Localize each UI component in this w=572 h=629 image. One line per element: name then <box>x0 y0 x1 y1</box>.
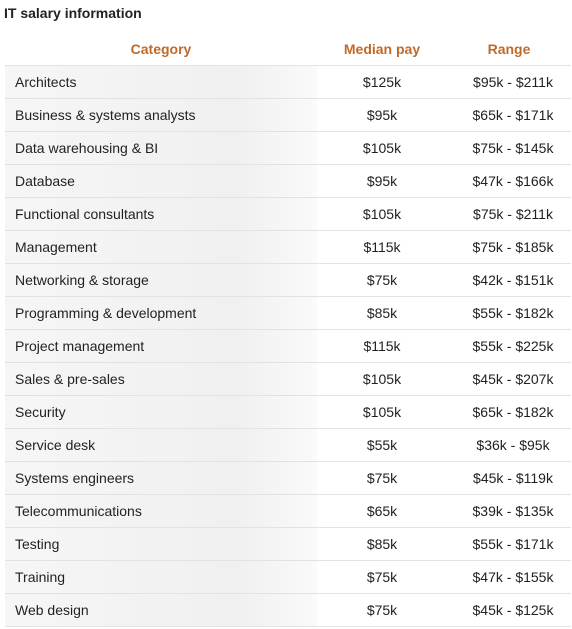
cell-median-pay: $75k <box>317 461 447 495</box>
cell-median-pay: $75k <box>317 593 447 627</box>
cell-median-pay: $105k <box>317 362 447 396</box>
cell-median-pay: $75k <box>317 560 447 594</box>
cell-median-pay: $105k <box>317 131 447 165</box>
cell-range: $75k - $211k <box>447 197 571 231</box>
cell-category: Database <box>5 164 317 198</box>
cell-range: $55k - $225k <box>447 329 571 363</box>
table-row: Telecommunications $65k $39k - $135k <box>5 494 571 528</box>
cell-range: $39k - $135k <box>447 494 571 528</box>
cell-median-pay: $85k <box>317 527 447 561</box>
table-row: Networking & storage $75k $42k - $151k <box>5 263 571 297</box>
table-row: Database $95k $47k - $166k <box>5 164 571 198</box>
cell-median-pay: $105k <box>317 395 447 429</box>
table-row: Management $115k $75k - $185k <box>5 230 571 264</box>
table-row: Functional consultants $105k $75k - $211… <box>5 197 571 231</box>
cell-median-pay: $85k <box>317 296 447 330</box>
column-header-range: Range <box>447 33 571 66</box>
cell-category: Service desk <box>5 428 317 462</box>
cell-range: $47k - $166k <box>447 164 571 198</box>
table-row: Architects $125k $95k - $211k <box>5 65 571 99</box>
cell-category: Systems engineers <box>5 461 317 495</box>
cell-median-pay: $95k <box>317 164 447 198</box>
cell-median-pay: $105k <box>317 197 447 231</box>
table-body: Architects $125k $95k - $211k Business &… <box>5 65 571 627</box>
cell-median-pay: $65k <box>317 494 447 528</box>
cell-range: $47k - $155k <box>447 560 571 594</box>
cell-range: $45k - $207k <box>447 362 571 396</box>
column-header-median-pay: Median pay <box>317 33 447 66</box>
table-row: Business & systems analysts $95k $65k - … <box>5 98 571 132</box>
cell-category: Programming & development <box>5 296 317 330</box>
table-row: Data warehousing & BI $105k $75k - $145k <box>5 131 571 165</box>
table-row: Programming & development $85k $55k - $1… <box>5 296 571 330</box>
cell-range: $45k - $119k <box>447 461 571 495</box>
cell-category: Functional consultants <box>5 197 317 231</box>
cell-category: Data warehousing & BI <box>5 131 317 165</box>
cell-range: $65k - $182k <box>447 395 571 429</box>
header-row: Category Median pay Range <box>5 33 571 66</box>
table-row: Security $105k $65k - $182k <box>5 395 571 429</box>
cell-category: Management <box>5 230 317 264</box>
cell-range: $55k - $171k <box>447 527 571 561</box>
cell-range: $42k - $151k <box>447 263 571 297</box>
table-row: Service desk $55k $36k - $95k <box>5 428 571 462</box>
cell-category: Testing <box>5 527 317 561</box>
table-row: Web design $75k $45k - $125k <box>5 593 571 627</box>
table-title: IT salary information <box>4 5 142 21</box>
cell-median-pay: $75k <box>317 263 447 297</box>
cell-median-pay: $95k <box>317 98 447 132</box>
cell-category: Security <box>5 395 317 429</box>
cell-category: Telecommunications <box>5 494 317 528</box>
cell-median-pay: $115k <box>317 230 447 264</box>
cell-category: Sales & pre-sales <box>5 362 317 396</box>
cell-category: Business & systems analysts <box>5 98 317 132</box>
table-row: Systems engineers $75k $45k - $119k <box>5 461 571 495</box>
cell-category: Architects <box>5 65 317 99</box>
table-row: Sales & pre-sales $105k $45k - $207k <box>5 362 571 396</box>
table-row: Testing $85k $55k - $171k <box>5 527 571 561</box>
cell-category: Project management <box>5 329 317 363</box>
cell-range: $55k - $182k <box>447 296 571 330</box>
cell-median-pay: $125k <box>317 65 447 99</box>
cell-range: $65k - $171k <box>447 98 571 132</box>
cell-range: $75k - $185k <box>447 230 571 264</box>
cell-category: Training <box>5 560 317 594</box>
cell-median-pay: $115k <box>317 329 447 363</box>
cell-category: Web design <box>5 593 317 627</box>
column-header-category: Category <box>5 33 317 66</box>
table-header: Category Median pay Range <box>5 33 571 66</box>
cell-range: $95k - $211k <box>447 65 571 99</box>
table-row: Training $75k $47k - $155k <box>5 560 571 594</box>
cell-range: $36k - $95k <box>447 428 571 462</box>
salary-table: Category Median pay Range Architects $12… <box>5 33 571 627</box>
table-row: Project management $115k $55k - $225k <box>5 329 571 363</box>
cell-range: $45k - $125k <box>447 593 571 627</box>
cell-range: $75k - $145k <box>447 131 571 165</box>
cell-category: Networking & storage <box>5 263 317 297</box>
cell-median-pay: $55k <box>317 428 447 462</box>
